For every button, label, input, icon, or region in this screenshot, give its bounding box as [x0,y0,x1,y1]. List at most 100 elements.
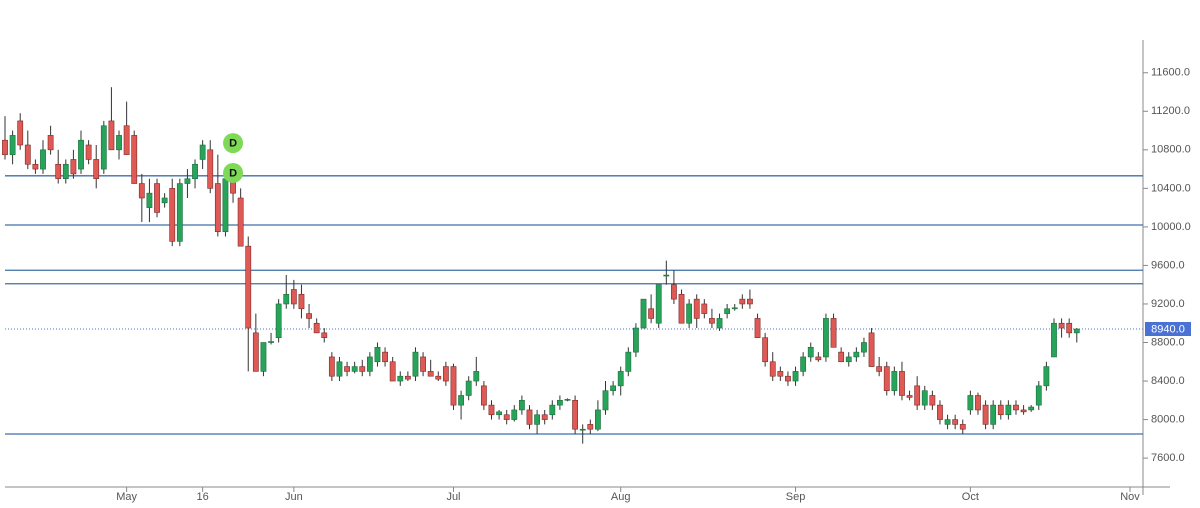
candle-body [283,294,290,305]
candle-body [830,318,837,348]
candle-body [876,366,883,372]
candle-body [549,404,556,416]
candle-body [899,371,905,396]
candle-body [389,361,396,382]
y-tick-label: 7600.0 [1151,452,1185,464]
candle-body [85,144,92,160]
y-tick-label: 9600.0 [1151,259,1185,271]
candle-body [610,385,617,391]
candle-body [382,351,388,363]
candle-body [975,395,981,411]
candle-body [397,375,404,382]
candle-body [1028,406,1035,411]
candle-body [2,139,8,155]
candle-body [640,298,647,329]
candle-body [511,409,518,420]
candle-body [686,303,693,324]
candle-body [450,366,457,406]
candle-body [731,307,738,310]
x-tick-label: Jun [285,491,303,503]
candle-body [351,366,358,372]
candle-body [595,409,601,430]
candle-body [1073,328,1080,334]
candle-body [693,298,700,319]
x-tick-label: 16 [197,491,209,503]
candle-body [625,351,632,372]
candle-body [473,371,480,382]
candle-body [404,375,411,380]
candle-body [17,120,24,146]
candle-body [344,366,350,372]
x-tick-label: Aug [611,491,631,503]
candle-body [465,380,472,396]
candle-body [716,318,723,329]
candle-body [564,399,571,401]
candle-body [123,125,130,155]
candle-body [503,414,510,420]
candle-body [587,424,594,430]
annotation-label: D [229,167,237,179]
candle-body [526,409,533,425]
candle-body [32,163,39,170]
candle-body [807,347,814,358]
candle-body [161,197,168,204]
candle-body [633,327,639,353]
candle-body [260,342,267,372]
candle-body [116,135,122,151]
candle-body [579,428,586,431]
candle-body [214,183,221,233]
candle-body [701,303,708,314]
candle-body [663,274,670,277]
candle-body [184,178,191,184]
candle-body [131,135,138,184]
annotation-marker [223,133,244,154]
y-tick-label: 9200.0 [1151,298,1185,310]
candle-body [199,144,206,160]
candle-body [891,371,898,391]
y-tick-label: 11600.0 [1151,67,1190,79]
candle-body [1005,404,1012,416]
candle-body [648,308,655,319]
candle-body [739,298,746,305]
y-tick-label: 10000.0 [1151,221,1191,233]
candle-body [313,322,320,334]
last-price-label: 8940.0 [1151,323,1185,335]
candle-body [914,385,921,406]
candle-body [754,318,761,338]
candle-body [298,294,305,310]
candle-body [192,163,198,180]
candle-body [655,284,662,324]
candle-body [747,298,753,305]
candle-body [435,375,442,380]
candle-body [24,144,31,165]
x-tick-label: Sep [786,491,806,503]
candle-body [93,159,100,180]
candle-body [62,163,69,180]
candle-body [108,120,115,151]
x-tick-label: Nov [1120,491,1140,503]
candle-body [1035,385,1042,406]
candle-body [997,404,1004,416]
candle-body [366,356,373,372]
candle-body [207,149,214,189]
annotation-label: D [229,137,237,149]
candle-body [237,197,244,247]
candle-body [845,356,852,363]
y-tick-label: 8800.0 [1151,336,1185,348]
x-tick-label: Oct [962,491,979,503]
candle-body [47,135,54,151]
candle-body [328,356,335,377]
y-tick-label: 10400.0 [1151,182,1191,194]
candle-body [671,284,677,300]
candle-body [762,337,769,363]
candle-body [321,332,328,338]
candle-body [952,419,959,425]
candle-body [823,318,829,358]
candle-body [937,404,943,420]
candle-body [769,361,776,377]
candle-body [959,424,966,430]
candle-body [967,395,974,411]
candle-body [336,361,343,377]
candle-body [427,371,434,377]
